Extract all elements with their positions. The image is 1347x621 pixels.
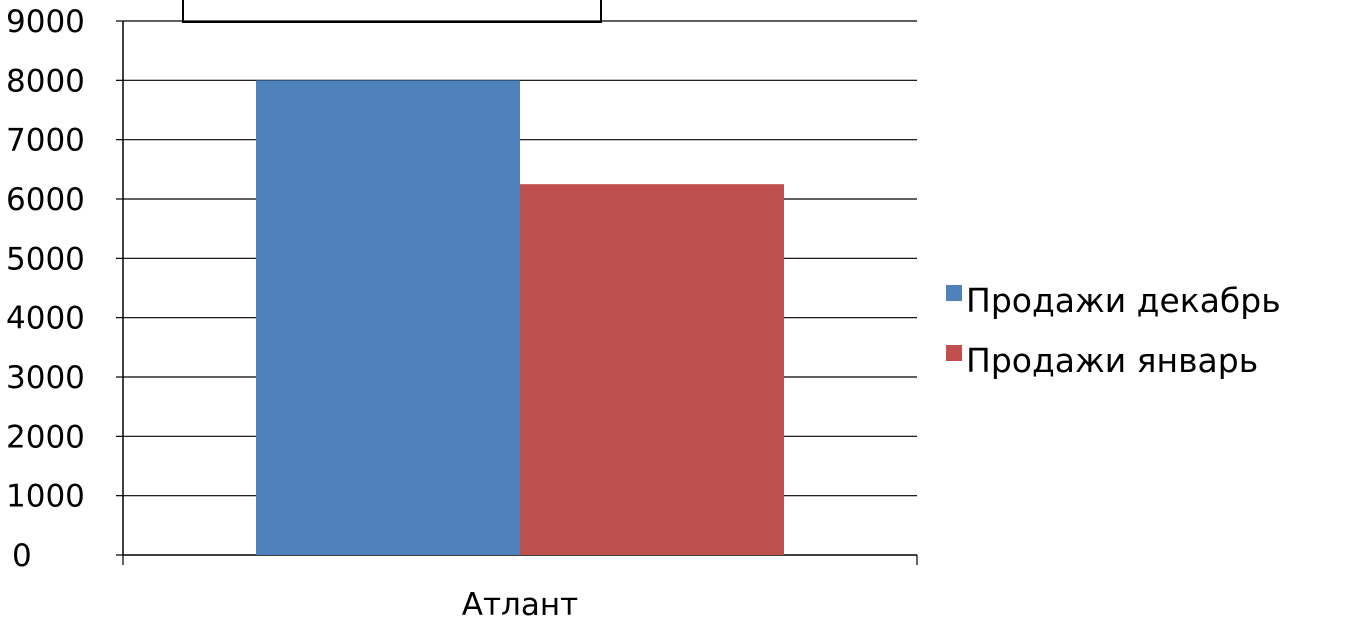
y-tick-label: 9000 — [6, 4, 85, 40]
y-tick-label: 4000 — [6, 301, 85, 337]
cropped-title-box — [182, 0, 602, 23]
legend: Продажи декабрь Продажи январь — [946, 281, 1281, 380]
x-tick-labels: Атлант — [462, 587, 578, 621]
y-ticks: 0 1000 2000 3000 4000 5000 6000 7000 8000 9000 — [6, 4, 918, 574]
y-tick-label: 1000 — [6, 479, 85, 515]
y-tick-label: 5000 — [6, 241, 85, 277]
legend-label: Продажи январь — [966, 341, 1258, 380]
y-tick-label: 6000 — [6, 182, 85, 218]
bar-january — [520, 184, 785, 555]
y-tick-label: 3000 — [6, 360, 85, 396]
y-tick-label: 2000 — [6, 419, 85, 455]
x-tick-label: Атлант — [462, 587, 578, 621]
legend-label: Продажи декабрь — [966, 281, 1281, 320]
legend-swatch — [946, 345, 962, 361]
bar-december — [255, 80, 520, 555]
y-tick-label: 0 — [12, 538, 32, 574]
y-tick-label: 7000 — [6, 123, 85, 159]
y-tick-label: 8000 — [6, 63, 85, 99]
bars — [255, 80, 785, 555]
legend-swatch — [946, 285, 962, 301]
